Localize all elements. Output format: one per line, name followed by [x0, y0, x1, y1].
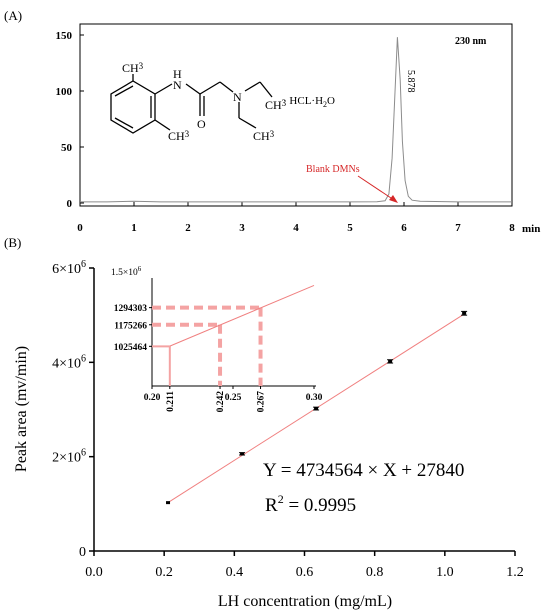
x-tick-label: 0.6	[296, 565, 314, 580]
x-tick-label: 4	[293, 222, 299, 234]
calibration-ticks: 0.0 0.2 0.4 0.6 0.8 1.0 1.2 0 2×106 4×106 6×106	[52, 259, 524, 580]
x-tick-label: 0.8	[366, 565, 384, 580]
panel-a-label: (A)	[4, 8, 22, 23]
x-tick-label: 1.2	[506, 565, 524, 580]
data-point	[166, 501, 171, 505]
inset-y-tick-label: 1294303	[114, 304, 148, 314]
inset-x-tick-label: 0.267	[257, 391, 267, 413]
x-tick-label: 5	[347, 222, 353, 234]
ch3-ethyl2: CH3	[253, 129, 275, 143]
inset-x-tick-label: 0.242	[216, 391, 226, 413]
inset-x-tick-label: 0.211	[166, 391, 176, 412]
bond-ethyl2-ch3	[238, 117, 257, 129]
y-tick-label: 2×106	[52, 448, 86, 466]
inset-y-tick-label: 1025464	[114, 343, 148, 353]
y-tick-label: 0	[79, 545, 86, 560]
data-point	[388, 359, 393, 363]
data-point	[462, 311, 467, 315]
bond-n-ethyl1	[244, 81, 261, 92]
ring-double-bond-2	[114, 85, 134, 97]
blank-dmns-arrowhead	[389, 195, 398, 203]
ch3-top: CH3	[122, 61, 144, 75]
bond-carbonyl-ch2	[199, 81, 221, 95]
x-tick-label: 2	[185, 222, 191, 234]
bond-ch2-n	[219, 81, 234, 93]
data-point	[240, 452, 245, 456]
calibration-points	[166, 310, 468, 505]
amide-hydrogen: H	[173, 67, 182, 81]
x-tick-label: 3	[239, 222, 245, 234]
x-unit-label: min	[522, 223, 540, 235]
ch3-ethyl1: CH3	[265, 98, 287, 112]
chromatogram-ticks: 0 1 2 3 4 5 6 7 8 0 50 100 150	[56, 30, 516, 234]
inset-chart: 1.5×106 1025464 1175266 1294303 0.20 0.211 0.…	[111, 265, 323, 412]
inset-x-tick-label: 0.20	[144, 393, 161, 403]
inset-top-label: 1.5×106	[111, 265, 142, 278]
y-tick-label: 0	[67, 198, 73, 210]
chromatogram-frame	[79, 23, 513, 207]
blank-dmns-arrow	[357, 175, 395, 201]
amine-nitrogen: N	[233, 90, 242, 104]
inset-x-tick-label: 0.25	[225, 393, 242, 403]
inset-fit-line	[169, 284, 315, 347]
x-tick-label: 1	[131, 222, 137, 234]
x-tick-label: 0	[77, 222, 83, 234]
x-tick-label: 0.0	[85, 565, 103, 580]
panel-b-label: (B)	[4, 235, 21, 250]
lidocaine-structure	[110, 74, 273, 134]
x-tick-label: 8	[509, 222, 515, 234]
y-tick-label: 4×106	[52, 353, 86, 371]
regression-equation: Y = 4734564 × X + 27840	[263, 460, 464, 481]
bond-ethyl1-ch3	[259, 81, 273, 98]
wavelength-label: 230 nm	[455, 36, 487, 47]
panel-b: (B) 0.0 0.2 0.4 0.6 0.8 1.0 1.2 0 2×106 4×106 6×10…	[4, 235, 524, 610]
data-point	[314, 407, 319, 411]
bond-nh-carbonyl	[185, 83, 201, 95]
peak-retention-label: 5.878	[405, 70, 416, 93]
y-tick-label: 50	[61, 142, 73, 154]
blank-dmns-label: Blank DMNs	[306, 164, 360, 175]
x-tick-label: 7	[455, 222, 461, 234]
y-tick-label: 100	[56, 86, 73, 98]
bond-ring-nh	[154, 83, 173, 95]
chromatogram-trace	[80, 37, 512, 203]
x-tick-label: 0.4	[226, 565, 244, 580]
benzene-ring	[110, 80, 156, 134]
amide-nitrogen: N	[173, 78, 182, 92]
inset-guides	[152, 305, 263, 386]
x-axis-label: LH concentration (mg/mL)	[218, 593, 392, 610]
ring-double-bond-3	[114, 117, 134, 129]
x-tick-label: 1.0	[436, 565, 454, 580]
inset-x-tick-label: 0.30	[306, 393, 323, 403]
x-tick-label: 6	[401, 222, 407, 234]
y-axis-label: Peak area (mv/min)	[13, 346, 30, 472]
inset-y-tick-label: 1175266	[114, 321, 147, 331]
y-tick-label: 6×106	[52, 259, 86, 277]
ch3-bottom: CH3	[168, 129, 190, 143]
y-tick-label: 150	[56, 30, 73, 42]
salt-label: · HCL·H2O	[283, 95, 335, 109]
r-squared: R2 = 0.9995	[265, 492, 356, 516]
carbonyl-oxygen: O	[197, 117, 206, 131]
x-tick-label: 0.2	[155, 565, 173, 580]
bond-ch3-bottom	[154, 119, 171, 131]
